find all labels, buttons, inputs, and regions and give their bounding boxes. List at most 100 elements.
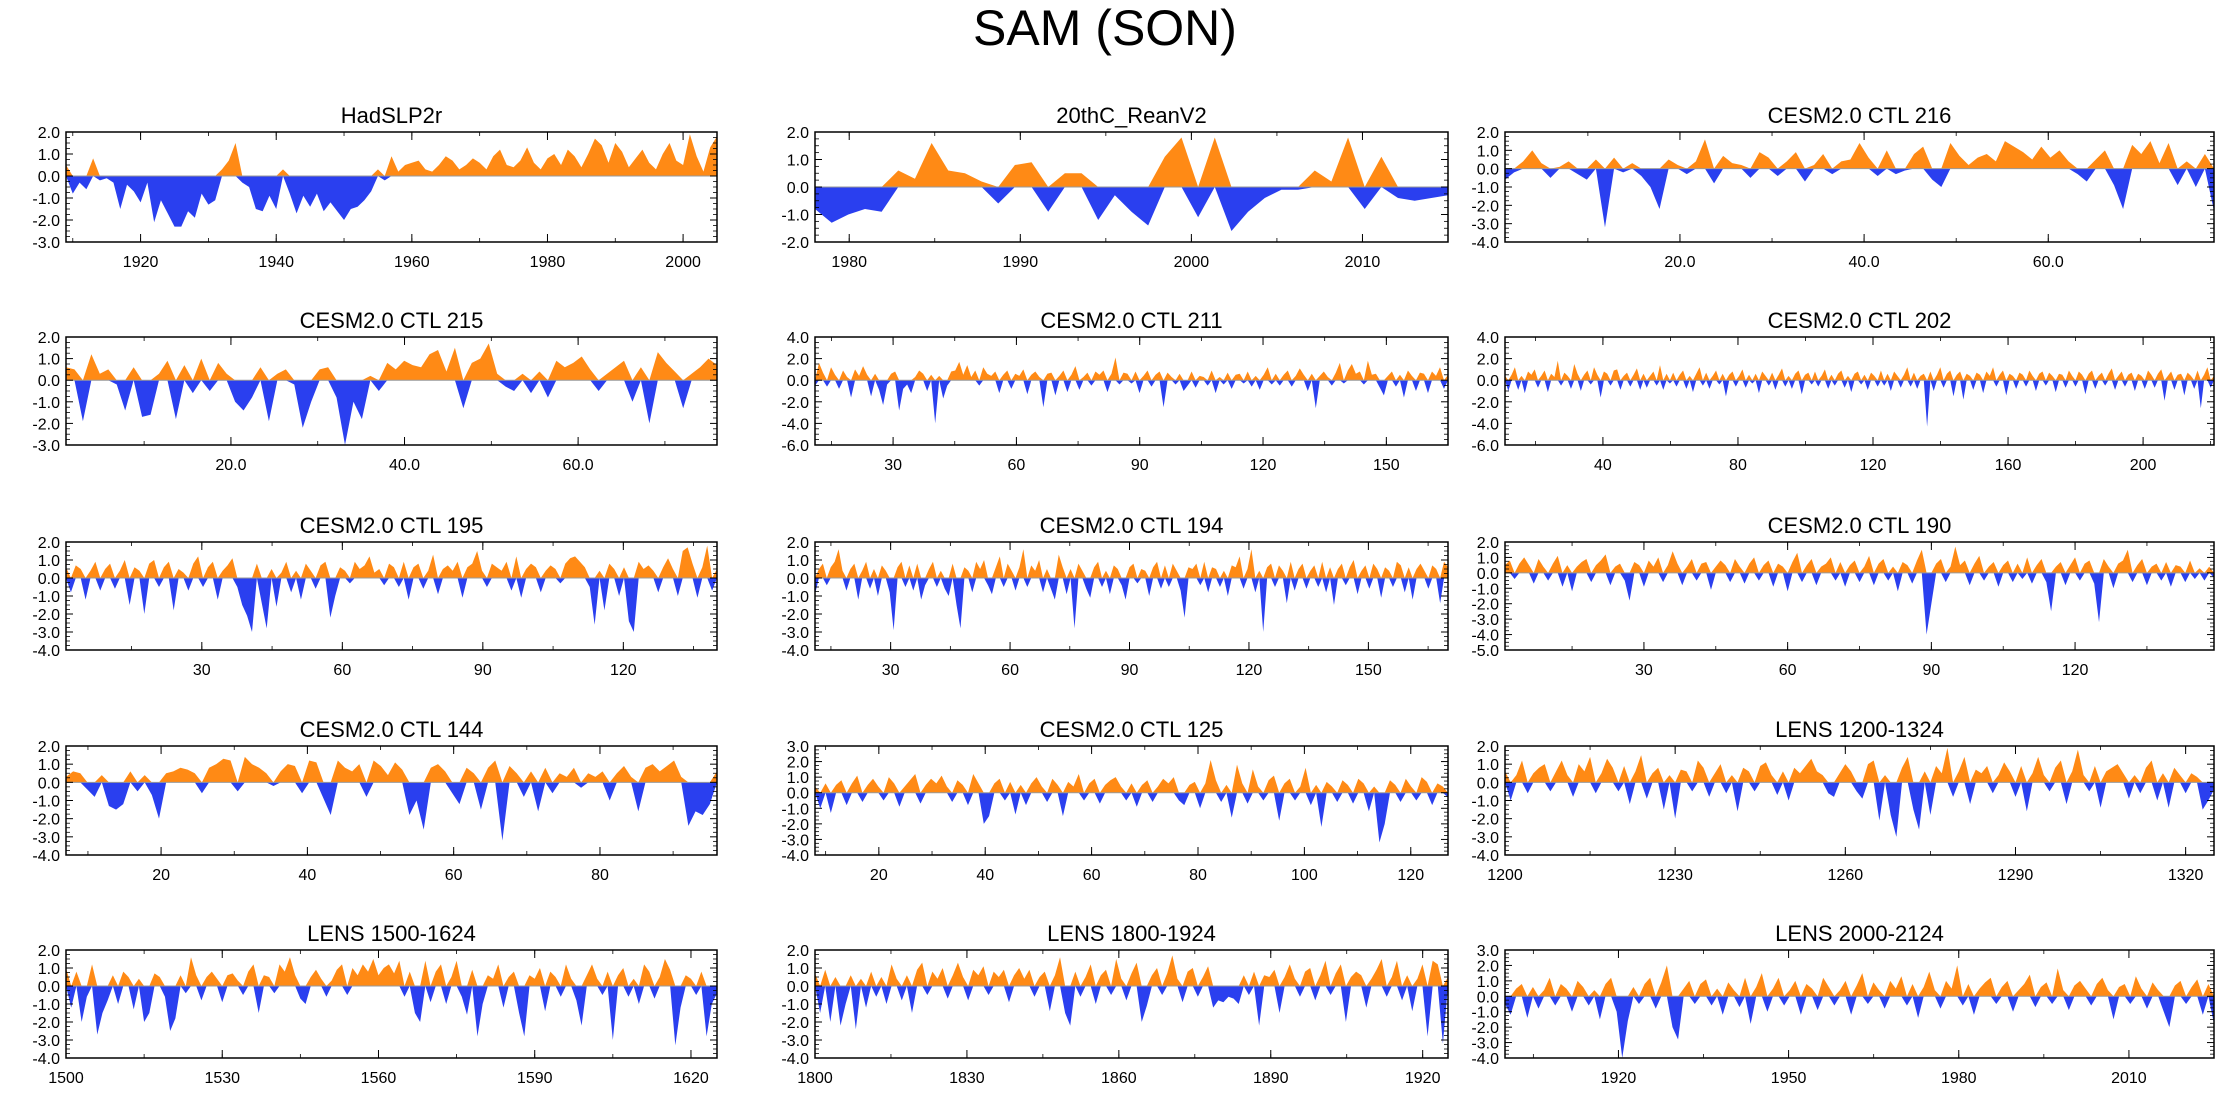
x-tick-label: 1620 <box>673 1070 709 1087</box>
y-tick-label: 1.0 <box>787 153 809 170</box>
x-tick-label: 2000 <box>1174 254 1210 271</box>
x-tick-label: 1500 <box>48 1070 84 1087</box>
y-tick-label: 2.0 <box>787 943 809 960</box>
y-tick-label: -2.0 <box>1471 812 1499 829</box>
negative-area <box>815 380 1448 424</box>
x-tick-label: 1920 <box>1601 1070 1637 1087</box>
y-tick-label: 0.0 <box>1477 775 1499 792</box>
y-tick-label: -2.0 <box>1471 198 1499 215</box>
y-tick-label: -3.0 <box>32 438 60 455</box>
chart-panel: HadSLP2r 2.0 1.0 0.0 -1.0 -2.0 -3.0 1920 1940 196… <box>32 103 718 271</box>
y-tick-label: 2.0 <box>787 125 809 142</box>
x-tick-label: 1230 <box>1657 867 1693 884</box>
y-tick-label: 2.0 <box>787 535 809 552</box>
x-tick-label: 2010 <box>1345 254 1381 271</box>
chart-panel: CESM2.0 CTL 125 3.02.01.00.0-1.0-2.0-3.0-… <box>781 717 1449 884</box>
y-tick-label: -3.0 <box>1471 612 1499 629</box>
x-tick-label: 160 <box>1995 457 2022 474</box>
y-tick-label: -1.0 <box>32 794 60 811</box>
y-tick-label: 0.0 <box>38 169 60 186</box>
y-tick-label: -3.0 <box>32 235 60 252</box>
y-tick-label: -3.0 <box>781 625 809 642</box>
y-tick-label: -2.0 <box>32 607 60 624</box>
y-tick-label: 2.0 <box>787 352 809 369</box>
y-tick-label: 0.0 <box>1477 989 1499 1006</box>
positive-area <box>66 957 717 986</box>
x-tick-label: 80 <box>591 867 609 884</box>
y-tick-label: -4.0 <box>1471 628 1499 645</box>
y-tick-label: -4.0 <box>781 848 809 865</box>
y-tick-label: 0.0 <box>787 571 809 588</box>
y-tick-label: -3.0 <box>32 830 60 847</box>
x-tick-label: 80 <box>1189 867 1207 884</box>
negative-area <box>815 578 1448 632</box>
x-tick-label: 1980 <box>831 254 867 271</box>
y-tick-label: -2.0 <box>781 607 809 624</box>
y-tick-label: -1.0 <box>1471 581 1499 598</box>
plot-frame <box>1504 745 2215 856</box>
y-tick-label: -4.0 <box>781 416 809 433</box>
panel-title: LENS 1500-1624 <box>307 921 476 946</box>
x-tick-label: 1920 <box>123 254 159 271</box>
y-tick-label: -1.0 <box>781 208 809 225</box>
y-tick-label: -1.0 <box>32 191 60 208</box>
panel-title: CESM2.0 CTL 211 <box>1040 308 1222 333</box>
x-tick-label: 60 <box>333 662 351 679</box>
panel-title: 20thC_ReanV2 <box>1056 103 1206 128</box>
chart-panel: CESM2.0 CTL 211 4.0 2.0 0.0 -2.0 -4.0 -6.0 30 60… <box>781 308 1449 474</box>
x-tick-label: 1290 <box>1998 867 2034 884</box>
y-tick-label: -2.0 <box>781 395 809 412</box>
x-tick-label: 1860 <box>1101 1070 1137 1087</box>
positive-area <box>1505 747 2214 783</box>
positive-area <box>66 545 717 578</box>
chart-panel: CESM2.0 CTL 194 2.01.00.0-1.0-2.0-3.0-4.0… <box>781 513 1449 679</box>
plot-frame <box>1504 336 2215 446</box>
y-tick-label: -2.0 <box>1471 597 1499 614</box>
x-tick-label: 1990 <box>1003 254 1039 271</box>
x-tick-label: 30 <box>884 457 902 474</box>
x-tick-label: 30 <box>193 662 211 679</box>
y-tick-label: 2.0 <box>1477 125 1499 142</box>
y-tick-label: -4.0 <box>781 1051 809 1068</box>
y-tick-label: 1.0 <box>787 961 809 978</box>
positive-area <box>66 343 717 381</box>
y-tick-label: 4.0 <box>1477 330 1499 347</box>
panel-title: LENS 1200-1324 <box>1775 717 1944 742</box>
positive-area <box>815 955 1448 986</box>
x-tick-label: 60.0 <box>563 457 594 474</box>
chart-panel: CESM2.0 CTL 215 2.0 1.0 0.0 -1.0 -2.0 -3.0 20.0… <box>32 308 718 474</box>
x-tick-label: 90 <box>1131 457 1149 474</box>
negative-area <box>66 782 717 841</box>
y-tick-label: 2.0 <box>1477 958 1499 975</box>
y-tick-label: -4.0 <box>1471 1051 1499 1068</box>
y-tick-label: 2.0 <box>38 739 60 756</box>
y-tick-label: -2.0 <box>32 812 60 829</box>
x-tick-label: 40 <box>1594 457 1612 474</box>
y-tick-label: -2.0 <box>32 1015 60 1032</box>
y-tick-label: 2.0 <box>1477 739 1499 756</box>
y-tick-label: 1.0 <box>38 147 60 164</box>
x-tick-label: 30 <box>1635 662 1653 679</box>
x-tick-label: 1940 <box>258 254 294 271</box>
negative-area <box>1505 380 2214 427</box>
x-tick-label: 100 <box>1291 867 1318 884</box>
positive-area <box>1505 360 2214 381</box>
positive-area <box>815 549 1448 578</box>
panel-title: HadSLP2r <box>341 103 443 128</box>
x-tick-label: 120 <box>1236 662 1263 679</box>
y-tick-label: 0.0 <box>787 786 809 803</box>
y-tick-label: -1.0 <box>1471 794 1499 811</box>
y-tick-label: -2.0 <box>781 1015 809 1032</box>
y-tick-label: 0.0 <box>787 979 809 996</box>
positive-area <box>815 357 1448 381</box>
figure-title: SAM (SON) <box>973 0 1237 56</box>
negative-area <box>66 176 717 227</box>
x-tick-label: 120 <box>1250 457 1277 474</box>
chart-panel: CESM2.0 CTL 195 2.01.00.0-1.0-2.0-3.0-4.0… <box>32 513 718 679</box>
positive-area <box>815 760 1448 793</box>
chart-panel: CESM2.0 CTL 190 2.01.00.0-1.0-2.0-3.0-4.0… <box>1471 513 2215 679</box>
y-tick-label: 3.0 <box>787 739 809 756</box>
x-tick-label: 20.0 <box>1664 254 1695 271</box>
negative-area <box>815 187 1448 231</box>
x-tick-label: 1590 <box>517 1070 553 1087</box>
